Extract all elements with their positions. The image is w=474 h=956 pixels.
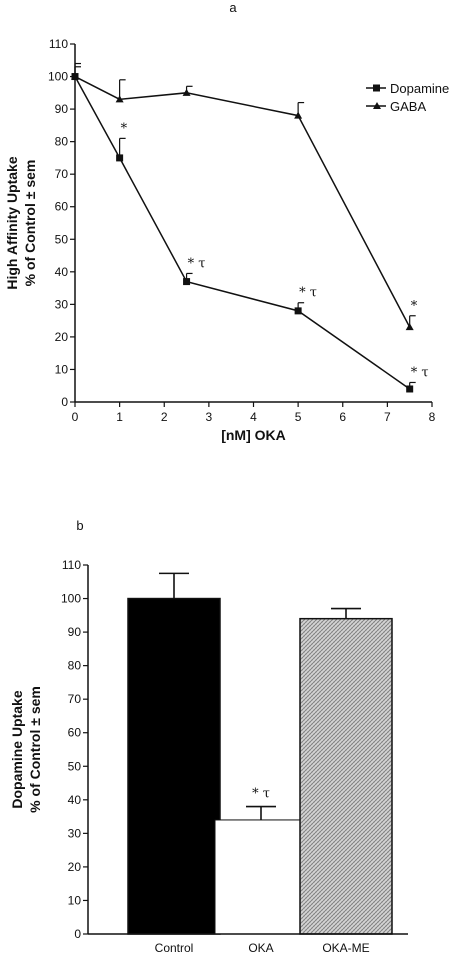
significance-annotation: * τ [299, 286, 317, 301]
legend-label-dopamine: Dopamine [390, 81, 449, 96]
x-tick-label: 7 [384, 410, 391, 424]
bar-chart-panel-b: b Control * τ OKA OKA-ME 0 10 20 30 40 50 60 70 80 90 1… [9, 518, 408, 955]
y-tick-label: 10 [55, 362, 69, 376]
y-tick-label: 20 [55, 330, 69, 344]
y-tick-label: 70 [55, 167, 69, 181]
data-point-gaba [115, 95, 124, 103]
y-axis-label-line: % of Control ± sem [27, 686, 43, 813]
data-point-gaba [71, 72, 79, 80]
x-category-label: OKA [248, 941, 273, 955]
y-tick-label: 20 [68, 860, 82, 874]
x-tick-label: 0 [72, 410, 79, 424]
x-tick-label: 6 [339, 410, 346, 424]
y-tick-label: 60 [68, 726, 82, 740]
bar-oka [214, 819, 308, 935]
y-tick-label: 30 [68, 826, 82, 840]
data-point-dopamine [183, 278, 191, 286]
y-tick-label: 100 [48, 70, 68, 84]
y-tick-label: 0 [74, 927, 81, 941]
y-tick-label: 90 [68, 625, 82, 639]
y-tick-label: 60 [55, 200, 69, 214]
y-axis-label: Dopamine Uptake% of Control ± sem [9, 686, 43, 813]
x-category-label: Control [155, 941, 194, 955]
y-tick-label: 0 [61, 395, 68, 409]
y-tick-label: 90 [55, 102, 69, 116]
data-point-dopamine [406, 385, 414, 393]
significance-annotation: * τ [411, 365, 429, 380]
x-tick-label: 1 [116, 410, 123, 424]
y-tick-label: 50 [68, 759, 82, 773]
series-line-gaba [74, 75, 411, 328]
y-tick-label: 80 [55, 135, 69, 149]
x-tick-label: 5 [295, 410, 302, 424]
significance-annotation: * τ [252, 787, 270, 802]
data-point-dopamine [116, 154, 124, 162]
y-axis-label-line: % of Control ± sem [22, 160, 38, 287]
y-tick-label: 40 [68, 793, 82, 807]
x-axis-label: [nM] OKA [221, 427, 286, 443]
y-tick-label: 110 [49, 37, 68, 51]
y-tick-label: 10 [68, 893, 82, 907]
x-category-label: OKA-ME [322, 941, 369, 955]
x-tick-label: 3 [206, 410, 213, 424]
y-tick-label: 100 [61, 592, 81, 606]
y-axis-label-line: High Affinity Uptake [4, 156, 20, 289]
panel-label-a: a [229, 0, 237, 15]
y-tick-label: 40 [55, 265, 69, 279]
y-axis-label: High Affinity Uptake% of Control ± sem [4, 156, 38, 289]
x-tick-label: 8 [429, 410, 436, 424]
y-tick-label: 110 [62, 558, 81, 572]
y-axis-label-line: Dopamine Uptake [9, 690, 25, 808]
bar-control [127, 597, 221, 935]
y-tick-label: 80 [68, 659, 82, 673]
data-point-dopamine [294, 307, 302, 315]
bar-oka-me [299, 617, 393, 935]
y-tick-label: 70 [68, 692, 82, 706]
legend-marker-gaba [373, 102, 381, 109]
significance-annotation: * [121, 121, 128, 136]
significance-annotation: * τ [188, 256, 206, 271]
x-tick-label: 4 [250, 410, 257, 424]
line-chart-panel-a: a 0 10 20 30 40 50 60 70 80 90 100 110 0 1 2 3 4 5 6 7 8 [nM] … [4, 0, 449, 443]
legend-marker-dopamine [373, 84, 380, 92]
x-tick-label: 2 [161, 410, 168, 424]
legend-label-gaba: GABA [390, 99, 426, 114]
significance-annotation: * [411, 299, 418, 314]
panel-label-b: b [76, 518, 83, 533]
data-point-gaba [182, 88, 191, 96]
y-tick-label: 50 [55, 232, 69, 246]
y-tick-label: 30 [55, 297, 69, 311]
data-point-gaba [405, 323, 414, 331]
data-point-gaba [294, 111, 303, 119]
